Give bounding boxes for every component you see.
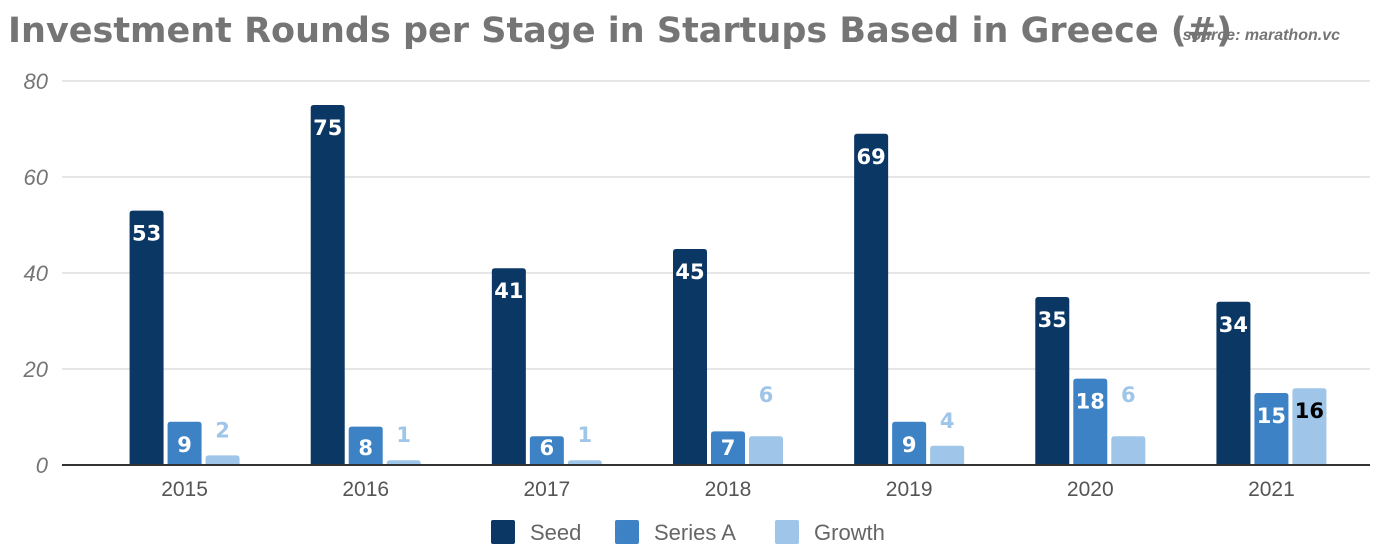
bar-seed <box>1035 297 1070 465</box>
x-tick-label: 2016 <box>342 478 389 501</box>
bar-growth <box>1111 436 1146 465</box>
data-label: 9 <box>902 433 917 457</box>
data-label: 6 <box>759 383 774 407</box>
y-tick-label: 0 <box>36 453 49 478</box>
y-tick-label: 80 <box>24 69 49 94</box>
legend-swatch-series-a <box>615 520 639 544</box>
bar-growth <box>930 445 965 465</box>
bar-growth <box>205 455 240 465</box>
legend-swatch-seed <box>491 520 515 544</box>
data-label: 4 <box>940 409 955 433</box>
data-label: 7 <box>721 436 736 460</box>
bar-growth <box>1292 388 1327 465</box>
x-axis-ticks: 2015 2016 2017 2018 2019 2020 2021 <box>161 478 1295 501</box>
bar-seed <box>491 268 526 465</box>
data-label: 18 <box>1076 390 1105 414</box>
legend-swatch-growth <box>775 520 799 544</box>
y-tick-label: 60 <box>24 165 49 190</box>
x-tick-label: 2019 <box>886 478 933 501</box>
x-tick-label: 2020 <box>1067 478 1114 501</box>
data-label: 6 <box>540 436 555 460</box>
legend: Seed Series A Growth <box>491 520 885 545</box>
y-tick-label: 20 <box>23 357 49 382</box>
gridlines <box>62 80 1370 370</box>
bars <box>129 105 1327 466</box>
bar-growth <box>567 460 602 465</box>
bar-seed <box>310 105 345 465</box>
data-label: 53 <box>132 222 161 246</box>
bar-series-a <box>711 431 745 465</box>
bar-series-a <box>167 421 202 465</box>
data-label: 9 <box>177 433 192 457</box>
x-tick-label: 2021 <box>1248 478 1295 501</box>
data-label: 1 <box>396 423 411 447</box>
bar-growth <box>749 436 783 465</box>
data-label: 15 <box>1257 404 1286 428</box>
data-label: 69 <box>857 145 886 169</box>
bar-series-a <box>348 426 383 465</box>
data-label: 34 <box>1219 313 1248 337</box>
bar-seed <box>673 249 707 465</box>
bar-series-a <box>1254 393 1289 465</box>
x-tick-label: 2015 <box>161 478 208 501</box>
data-label: 75 <box>313 116 342 140</box>
x-tick-label: 2018 <box>705 478 752 501</box>
bar-series-a <box>529 436 564 465</box>
bar-seed <box>129 210 164 465</box>
bar-series-a <box>892 421 927 465</box>
data-label: 45 <box>675 260 704 284</box>
legend-label: Growth <box>814 520 885 545</box>
data-label: 16 <box>1295 399 1324 423</box>
y-tick-label: 40 <box>24 261 49 286</box>
data-label: 2 <box>215 418 230 442</box>
data-label: 35 <box>1038 308 1067 332</box>
bar-seed <box>1216 301 1251 465</box>
data-label: 1 <box>578 423 593 447</box>
chart-source: source: marathon.vc <box>1183 27 1340 44</box>
data-label: 41 <box>494 279 523 303</box>
chart-title: Investment Rounds per Stage in Startups … <box>8 11 1232 51</box>
bar-seed <box>854 133 889 466</box>
legend-label: Seed <box>530 520 581 545</box>
data-label: 8 <box>358 436 373 460</box>
data-label: 6 <box>1121 383 1136 407</box>
bar-growth <box>386 460 421 465</box>
legend-label: Series A <box>654 520 736 545</box>
y-axis-ticks: 0 20 40 60 80 <box>23 69 49 478</box>
bar-series-a <box>1073 378 1108 465</box>
x-tick-label: 2017 <box>523 478 570 501</box>
